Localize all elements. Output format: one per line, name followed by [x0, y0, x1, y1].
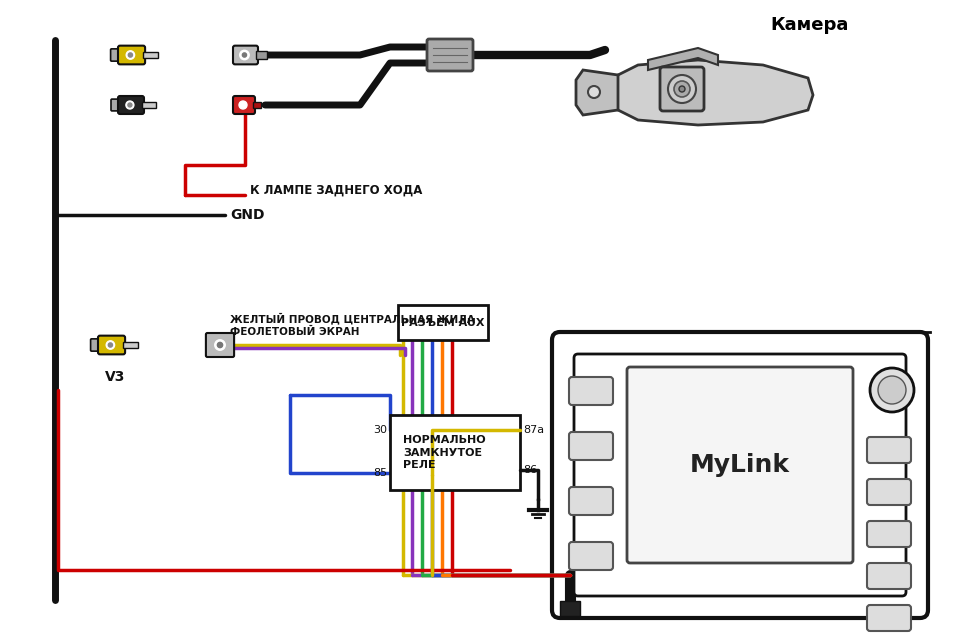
- Circle shape: [878, 376, 906, 404]
- FancyBboxPatch shape: [427, 39, 473, 71]
- FancyBboxPatch shape: [118, 96, 144, 114]
- Circle shape: [129, 53, 132, 57]
- Circle shape: [588, 86, 600, 98]
- Circle shape: [107, 341, 114, 349]
- Circle shape: [870, 368, 914, 412]
- FancyBboxPatch shape: [569, 377, 613, 405]
- Polygon shape: [648, 48, 718, 70]
- Bar: [390, 415, 520, 490]
- Bar: [560, 601, 580, 616]
- FancyBboxPatch shape: [867, 437, 911, 463]
- Bar: [256, 50, 267, 59]
- Text: К ЛАМПЕ ЗАДНЕГО ХОДА: К ЛАМПЕ ЗАДНЕГО ХОДА: [250, 183, 422, 197]
- FancyBboxPatch shape: [867, 563, 911, 589]
- Circle shape: [217, 343, 223, 348]
- Bar: [253, 102, 261, 108]
- Text: 85: 85: [372, 468, 387, 478]
- Circle shape: [215, 340, 226, 350]
- FancyBboxPatch shape: [552, 332, 928, 618]
- FancyBboxPatch shape: [205, 333, 234, 357]
- FancyBboxPatch shape: [233, 96, 255, 114]
- Polygon shape: [576, 70, 618, 115]
- Circle shape: [128, 103, 132, 107]
- Circle shape: [126, 101, 133, 109]
- Bar: [143, 52, 157, 58]
- Text: 30: 30: [373, 425, 387, 435]
- Text: 86: 86: [523, 465, 538, 475]
- FancyBboxPatch shape: [98, 335, 125, 355]
- FancyBboxPatch shape: [867, 605, 911, 631]
- FancyBboxPatch shape: [574, 354, 906, 596]
- Bar: [123, 342, 138, 348]
- FancyBboxPatch shape: [90, 339, 102, 351]
- FancyBboxPatch shape: [569, 487, 613, 515]
- Text: ЖЕЛТЫЙ ПРОВОД ЦЕНТРАЛЬНАЯ ЖИЛА: ЖЕЛТЫЙ ПРОВОД ЦЕНТРАЛЬНАЯ ЖИЛА: [230, 312, 475, 324]
- FancyBboxPatch shape: [233, 45, 258, 65]
- Circle shape: [242, 53, 247, 57]
- FancyBboxPatch shape: [867, 521, 911, 547]
- Text: РАЗЪЕМ AUX: РАЗЪЕМ AUX: [401, 318, 485, 328]
- Circle shape: [239, 101, 247, 109]
- Text: Камера: Камера: [771, 16, 850, 34]
- Text: 87a: 87a: [523, 425, 544, 435]
- FancyBboxPatch shape: [111, 99, 122, 111]
- FancyBboxPatch shape: [627, 367, 853, 563]
- FancyBboxPatch shape: [569, 432, 613, 460]
- Circle shape: [668, 75, 696, 103]
- Circle shape: [240, 50, 250, 59]
- Circle shape: [108, 343, 112, 347]
- Text: ФЕОЛЕТОВЫЙ ЭКРАН: ФЕОЛЕТОВЫЙ ЭКРАН: [230, 327, 359, 337]
- Text: GND: GND: [230, 208, 265, 222]
- FancyBboxPatch shape: [867, 479, 911, 505]
- FancyBboxPatch shape: [110, 49, 122, 61]
- Circle shape: [674, 81, 690, 97]
- Text: НОРМАЛЬНО
ЗАМКНУТОЕ
РЕЛЕ: НОРМАЛЬНО ЗАМКНУТОЕ РЕЛЕ: [403, 435, 486, 470]
- Polygon shape: [613, 60, 813, 125]
- Circle shape: [126, 50, 134, 59]
- FancyBboxPatch shape: [569, 542, 613, 570]
- Bar: [398, 305, 488, 340]
- Circle shape: [679, 86, 685, 92]
- FancyBboxPatch shape: [118, 45, 145, 65]
- Bar: [142, 102, 156, 108]
- Text: V3: V3: [105, 370, 125, 384]
- FancyBboxPatch shape: [660, 67, 704, 111]
- Text: MyLink: MyLink: [690, 453, 790, 477]
